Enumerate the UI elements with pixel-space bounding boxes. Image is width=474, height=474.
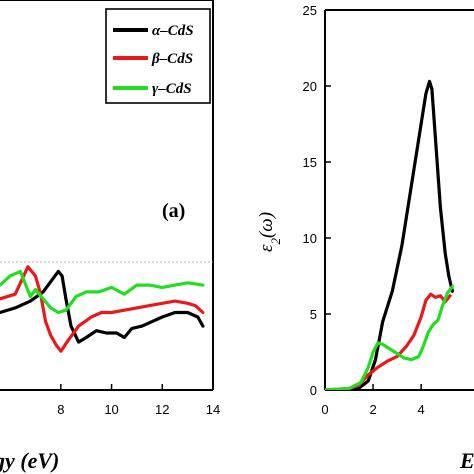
right-y-tick-label: 15: [303, 155, 317, 170]
right-x-axis-label: E: [459, 448, 474, 473]
right-axis-ticks: 0 2 4 0 5 10 15 20 25: [303, 3, 425, 417]
right-series-cds: [325, 79, 454, 390]
left-series-group: [0, 265, 205, 353]
left-x-tick-label: 12: [155, 402, 169, 417]
panel-label: (a): [162, 200, 185, 222]
legend-label-gamma: γ–CdS: [152, 81, 192, 97]
left-x-tick-label: 10: [104, 402, 118, 417]
left-series-cds: [0, 265, 205, 353]
right-series-cds: [325, 285, 454, 390]
left-x-axis-label: gy (eV): [0, 448, 59, 473]
left-x-tick-label: 8: [57, 402, 64, 417]
left-series-cds: [0, 269, 205, 344]
right-x-tick-label: 0: [321, 402, 328, 417]
right-y-tick-label: 0: [310, 383, 317, 398]
left-x-tick-label: 14: [206, 402, 220, 417]
right-y-tick-label: 5: [310, 307, 317, 322]
legend-label-alpha: α–CdS: [152, 23, 194, 39]
right-y-tick-label: 10: [303, 231, 317, 246]
left-series-cds: [0, 269, 205, 315]
legend-label-beta: β–CdS: [151, 51, 193, 67]
right-panel: 0 2 4 0 5 10 15 20 25 ε2(ω) E: [256, 3, 474, 473]
left-x-ticks: 8 10 12 14: [57, 384, 220, 417]
right-y-tick-label: 25: [303, 3, 317, 18]
right-y-axis-label: ε2(ω): [256, 212, 283, 252]
legend: α–CdS β–CdS γ–CdS: [105, 8, 211, 104]
right-series-group: [325, 79, 454, 390]
right-x-tick-label: 2: [369, 402, 376, 417]
left-panel: 8 10 12 14 (a) gy (eV) α–CdS β–CdS γ–CdS: [0, 0, 220, 473]
right-x-tick-label: 4: [418, 402, 425, 417]
right-y-tick-label: 20: [303, 79, 317, 94]
